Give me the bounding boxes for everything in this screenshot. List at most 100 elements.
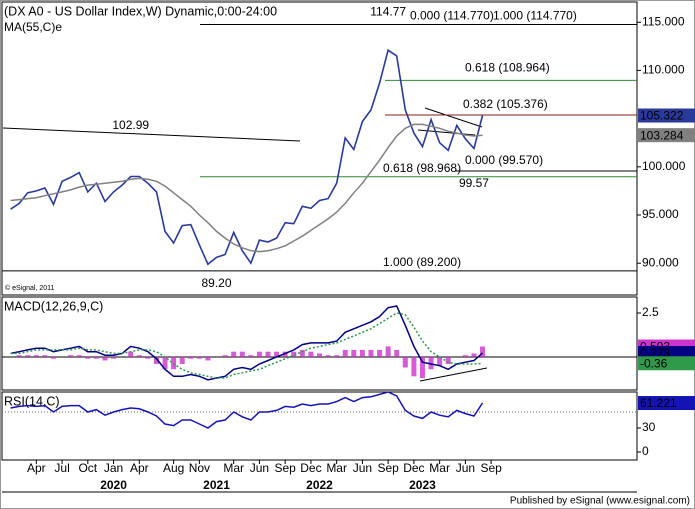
level-label: 0.618 (108.964) (465, 61, 550, 75)
footer: Published by eSignal (www.esignal.com) (510, 496, 690, 507)
year-label: 2020 (100, 478, 127, 492)
x-tick-label: Jun (250, 461, 269, 475)
x-tick-label: Sep (274, 461, 296, 475)
histogram-bar (377, 349, 383, 357)
x-tick-label: Apr (27, 461, 46, 475)
x-tick-label: Dec (403, 461, 424, 475)
year-label: 2022 (306, 478, 333, 492)
y-tick-label: 100.000 (642, 159, 686, 173)
level-label: 1.000 (114.770) (493, 9, 577, 23)
x-tick-label: Mar (326, 461, 347, 475)
watermark: © eSignal, 2011 (5, 284, 55, 292)
trendlines (2, 107, 488, 382)
value-tag-label: 103.284 (640, 128, 684, 142)
x-tick-label: Dec (300, 461, 321, 475)
series-line (10, 48, 484, 266)
histogram-bar (368, 349, 374, 357)
histogram-bar (68, 355, 74, 357)
x-tick-label: Jun (353, 461, 372, 475)
histogram-bar (265, 351, 271, 357)
histogram-bar (359, 349, 365, 357)
value-tag-label: -0.36 (640, 356, 668, 370)
rsi-panel (1, 391, 638, 461)
level-label: 0.000 (99.570) (465, 153, 543, 167)
histogram-bar (291, 351, 297, 357)
histogram-bar (428, 356, 434, 370)
series-line (10, 123, 483, 253)
y-tick-label: 90.000 (642, 255, 679, 269)
level-label: 0.000 (114.770) (410, 9, 494, 23)
series-line (10, 305, 483, 381)
level-label: 0.618 (98.968) (383, 161, 461, 175)
trendline (2, 127, 301, 142)
value-tag (638, 396, 695, 411)
histogram-bar (411, 356, 417, 377)
trendline (424, 107, 483, 128)
histogram-bar (462, 355, 468, 357)
series-line (10, 391, 484, 429)
y-tick-label: 95.000 (642, 207, 679, 221)
x-tick-label: Oct (78, 461, 97, 475)
point-label: 114.77 (370, 5, 406, 19)
histogram-bar (25, 355, 31, 357)
histogram-bar (188, 356, 194, 359)
value-tag-label: 105.322 (640, 109, 684, 123)
level-label: 0.382 (105.376) (463, 97, 548, 111)
x-tick-label: Apr (130, 461, 149, 475)
legend-entry: MA(55,C)e (4, 20, 62, 34)
value-tag (638, 128, 695, 143)
y-tick-label: 2.5 (642, 305, 659, 319)
histogram-bar (334, 355, 340, 357)
histogram-bar (480, 346, 486, 357)
x-tick-label: Jan (104, 461, 123, 475)
histogram-bar (342, 349, 348, 357)
histogram-bar (325, 355, 331, 357)
histogram-bar (145, 356, 151, 359)
macd-panel (1, 296, 638, 391)
histogram-bar (128, 351, 134, 357)
histogram-bar (402, 356, 408, 368)
series-line (10, 312, 483, 379)
histogram-bar (231, 351, 237, 357)
histogram-bar (437, 356, 443, 366)
year-label: 2023 (409, 478, 436, 492)
value-tag (638, 108, 695, 123)
panel-borders (1, 1, 638, 493)
histogram-bar (136, 355, 142, 357)
y-tick-label: 0 (642, 444, 649, 458)
histogram-bar (445, 356, 451, 364)
histogram-bar (76, 355, 82, 357)
panel-title: RSI(14,C) (4, 394, 60, 408)
point-label: 102.99 (112, 118, 149, 132)
x-tick-label: Nov (189, 461, 210, 475)
histogram-bar (196, 356, 202, 359)
x-tick-label: Mar (223, 461, 244, 475)
histogram-bar (42, 355, 48, 357)
x-tick-label: Aug (163, 461, 184, 475)
x-tick-label: Jun (456, 461, 475, 475)
y-tick-label: 30 (642, 420, 656, 434)
histogram-bar (153, 356, 159, 364)
panel-title: (DX A0 - US Dollar Index,W) Dynamic,0:00… (4, 4, 277, 18)
histogram-bar (471, 353, 477, 357)
histogram-bar (162, 356, 168, 370)
y-tick-label: 110.000 (642, 63, 685, 77)
histogram-bar (282, 351, 288, 357)
histogram-bar (351, 349, 357, 357)
histogram-bar (102, 356, 108, 361)
histogram-bar (385, 346, 391, 357)
histogram-bar (16, 355, 22, 357)
histogram-bar (50, 356, 56, 359)
histogram-bar (222, 355, 228, 357)
histogram-bar (299, 349, 305, 357)
price-panel (1, 1, 638, 296)
histogram-bar (111, 356, 117, 359)
trendline (419, 367, 488, 382)
point-label: 99.57 (459, 176, 489, 190)
histogram-bar (394, 349, 400, 357)
histogram-bar (85, 356, 91, 359)
histogram-bar (256, 351, 262, 357)
x-tick-label: Mar (429, 461, 450, 475)
